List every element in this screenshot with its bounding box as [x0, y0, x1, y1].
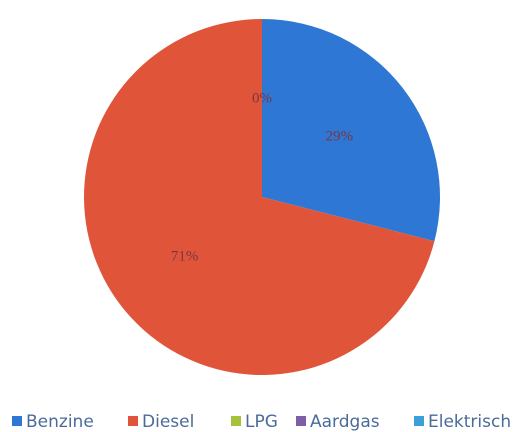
legend-label: LPG	[245, 412, 278, 432]
legend-label: Diesel	[142, 412, 194, 432]
data-label: 0%	[252, 91, 272, 107]
legend-swatch	[12, 416, 22, 426]
legend-label: Elektrisch	[428, 412, 511, 432]
pie-slice	[262, 19, 441, 242]
legend-swatch	[231, 416, 241, 426]
pie-slice	[84, 19, 435, 375]
data-label: 29%	[326, 128, 354, 144]
data-label: 71%	[171, 248, 199, 264]
legend-swatch	[128, 416, 138, 426]
legend-swatch	[414, 416, 424, 426]
legend-label: Benzine	[26, 412, 94, 432]
legend-label: Aardgas	[310, 412, 380, 432]
legend-swatch	[296, 416, 306, 426]
